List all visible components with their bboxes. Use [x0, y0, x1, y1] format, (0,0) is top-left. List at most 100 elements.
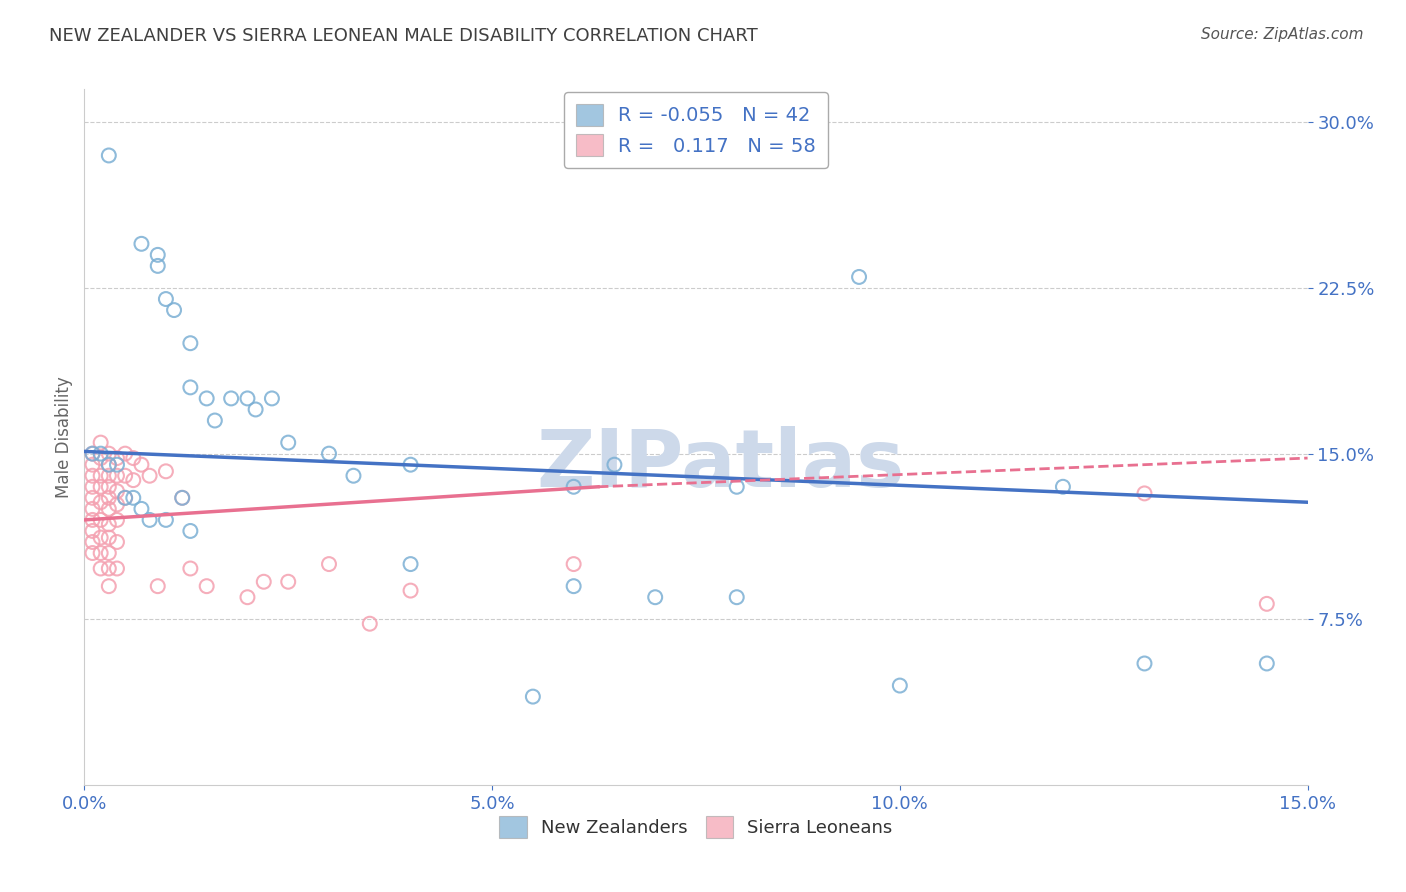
Point	[1133, 657, 1156, 671]
Point	[122, 473, 145, 487]
Point	[318, 447, 340, 461]
Point	[562, 579, 585, 593]
Point	[105, 484, 128, 499]
Point	[155, 513, 177, 527]
Point	[82, 535, 104, 549]
Point	[97, 579, 120, 593]
Point	[90, 468, 112, 483]
Point	[97, 458, 120, 472]
Point	[889, 679, 911, 693]
Point	[195, 392, 218, 406]
Point	[82, 501, 104, 516]
Point	[399, 557, 422, 571]
Point	[848, 269, 870, 284]
Point	[277, 574, 299, 589]
Point	[105, 535, 128, 549]
Point	[90, 451, 112, 466]
Point	[90, 531, 112, 545]
Point	[82, 491, 104, 505]
Point	[97, 447, 120, 461]
Point	[90, 546, 112, 560]
Point	[97, 561, 120, 575]
Point	[90, 480, 112, 494]
Point	[236, 392, 259, 406]
Point	[253, 574, 276, 589]
Point	[90, 447, 112, 461]
Point	[146, 248, 169, 262]
Point	[219, 392, 242, 406]
Point	[97, 468, 120, 483]
Point	[277, 435, 299, 450]
Point	[82, 546, 104, 560]
Point	[1052, 480, 1074, 494]
Point	[122, 451, 145, 466]
Point	[114, 447, 136, 461]
Point	[155, 464, 177, 478]
Point	[105, 451, 128, 466]
Point	[82, 447, 104, 461]
Point	[359, 616, 381, 631]
Point	[82, 480, 104, 494]
Point	[562, 480, 585, 494]
Point	[90, 561, 112, 575]
Point	[644, 591, 666, 605]
Point	[131, 458, 153, 472]
Point	[204, 413, 226, 427]
Point	[97, 148, 120, 162]
Point	[195, 579, 218, 593]
Point	[163, 303, 186, 318]
Point	[342, 468, 364, 483]
Point	[90, 435, 112, 450]
Y-axis label: Male Disability: Male Disability	[55, 376, 73, 498]
Point	[172, 491, 194, 505]
Point	[82, 524, 104, 538]
Point	[97, 546, 120, 560]
Point	[138, 468, 160, 483]
Text: NEW ZEALANDER VS SIERRA LEONEAN MALE DISABILITY CORRELATION CHART: NEW ZEALANDER VS SIERRA LEONEAN MALE DIS…	[49, 27, 758, 45]
Point	[179, 561, 201, 575]
Text: ZIPatlas: ZIPatlas	[536, 425, 904, 504]
Point	[1256, 597, 1278, 611]
Point	[97, 501, 120, 516]
Point	[82, 458, 104, 472]
Point	[131, 501, 153, 516]
Point	[146, 259, 169, 273]
Point	[122, 491, 145, 505]
Point	[179, 336, 201, 351]
Point	[97, 531, 120, 545]
Point	[90, 513, 112, 527]
Point	[131, 236, 153, 251]
Text: Source: ZipAtlas.com: Source: ZipAtlas.com	[1201, 27, 1364, 42]
Point	[318, 557, 340, 571]
Point	[260, 392, 283, 406]
Point	[105, 468, 128, 483]
Legend: New Zealanders, Sierra Leoneans: New Zealanders, Sierra Leoneans	[492, 809, 900, 846]
Point	[105, 513, 128, 527]
Point	[603, 458, 626, 472]
Point	[725, 480, 748, 494]
Point	[236, 591, 259, 605]
Point	[114, 468, 136, 483]
Point	[1256, 657, 1278, 671]
Point	[138, 513, 160, 527]
Point	[82, 468, 104, 483]
Point	[114, 491, 136, 505]
Point	[245, 402, 267, 417]
Point	[97, 480, 120, 494]
Point	[399, 458, 422, 472]
Point	[90, 495, 112, 509]
Point	[522, 690, 544, 704]
Point	[1133, 486, 1156, 500]
Point	[82, 513, 104, 527]
Point	[179, 380, 201, 394]
Point	[97, 458, 120, 472]
Point	[172, 491, 194, 505]
Point	[105, 458, 128, 472]
Point	[146, 579, 169, 593]
Point	[562, 557, 585, 571]
Point	[179, 524, 201, 538]
Point	[97, 517, 120, 532]
Point	[97, 491, 120, 505]
Point	[155, 292, 177, 306]
Point	[105, 561, 128, 575]
